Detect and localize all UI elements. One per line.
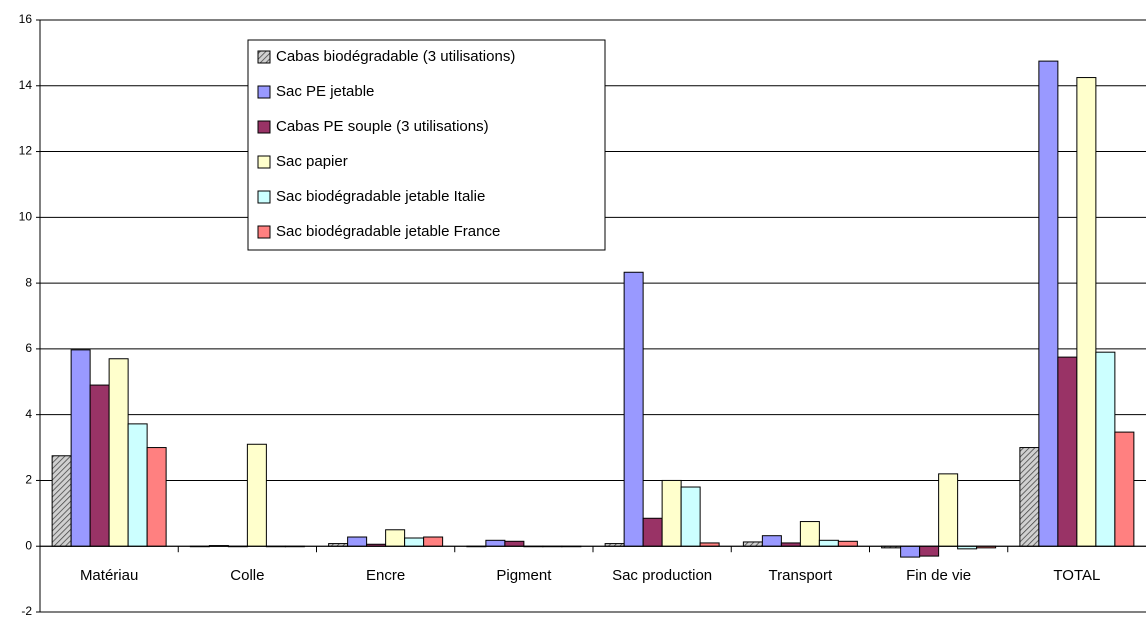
bar xyxy=(623,271,644,547)
x-tick-label: TOTAL xyxy=(1053,567,1100,584)
x-tick-label: Fin de vie xyxy=(906,567,971,584)
bar xyxy=(818,539,839,547)
bar xyxy=(404,537,425,547)
bar xyxy=(1114,431,1135,547)
legend-box xyxy=(247,39,606,251)
legend-label: Sac papier xyxy=(276,153,348,170)
bar xyxy=(938,473,959,547)
x-tick-label: Colle xyxy=(230,567,264,584)
x-tick-label: Transport xyxy=(769,567,833,584)
bar xyxy=(108,358,129,547)
y-tick-label: 6 xyxy=(25,341,32,355)
bar xyxy=(246,443,267,547)
bar xyxy=(661,479,682,547)
y-tick-label: 16 xyxy=(19,12,33,26)
bar xyxy=(900,545,921,558)
legend-label: Cabas biodégradable (3 utilisations) xyxy=(276,48,515,65)
y-tick-label: 10 xyxy=(19,210,33,224)
legend-label: Sac biodégradable jetable France xyxy=(276,223,500,240)
y-tick-label: 8 xyxy=(25,275,32,289)
bar xyxy=(1019,447,1040,547)
bar xyxy=(504,540,525,547)
bar xyxy=(1076,77,1097,547)
y-tick-label: 0 xyxy=(25,538,32,552)
bar xyxy=(742,541,763,547)
bar xyxy=(1038,60,1059,547)
y-tick-label: 2 xyxy=(25,473,32,487)
legend-swatch xyxy=(257,50,271,64)
bar xyxy=(70,349,91,547)
bar xyxy=(127,423,148,547)
bar xyxy=(799,521,820,547)
bar xyxy=(385,529,406,547)
y-tick-label: -2 xyxy=(21,604,32,617)
x-tick-label: Pigment xyxy=(496,567,552,584)
legend-label: Cabas PE souple (3 utilisations) xyxy=(276,118,489,135)
bar xyxy=(680,486,701,547)
x-tick-label: Sac production xyxy=(612,567,712,584)
bar xyxy=(89,384,110,547)
legend-swatch xyxy=(257,120,271,134)
bar xyxy=(761,535,782,547)
bar xyxy=(347,536,368,547)
legend-swatch xyxy=(257,155,271,169)
legend-swatch xyxy=(257,85,271,99)
bar xyxy=(919,545,940,557)
y-tick-label: 14 xyxy=(19,78,33,92)
y-tick-label: 4 xyxy=(25,407,32,421)
legend-swatch xyxy=(257,190,271,204)
bar xyxy=(837,540,858,547)
legend-label: Sac biodégradable jetable Italie xyxy=(276,188,485,205)
bar xyxy=(51,455,72,547)
x-tick-label: Matériau xyxy=(80,567,138,584)
bar xyxy=(423,536,444,547)
x-tick-label: Encre xyxy=(366,567,405,584)
bar xyxy=(146,447,167,547)
bar xyxy=(1095,351,1116,547)
legend: Cabas biodégradable (3 utilisations) Sac … xyxy=(247,39,606,251)
bar xyxy=(642,517,663,547)
bar xyxy=(1057,356,1078,547)
legend-swatch xyxy=(257,225,271,239)
bar xyxy=(485,539,506,547)
y-tick-label: 12 xyxy=(19,144,33,158)
legend-label: Sac PE jetable xyxy=(276,83,374,100)
